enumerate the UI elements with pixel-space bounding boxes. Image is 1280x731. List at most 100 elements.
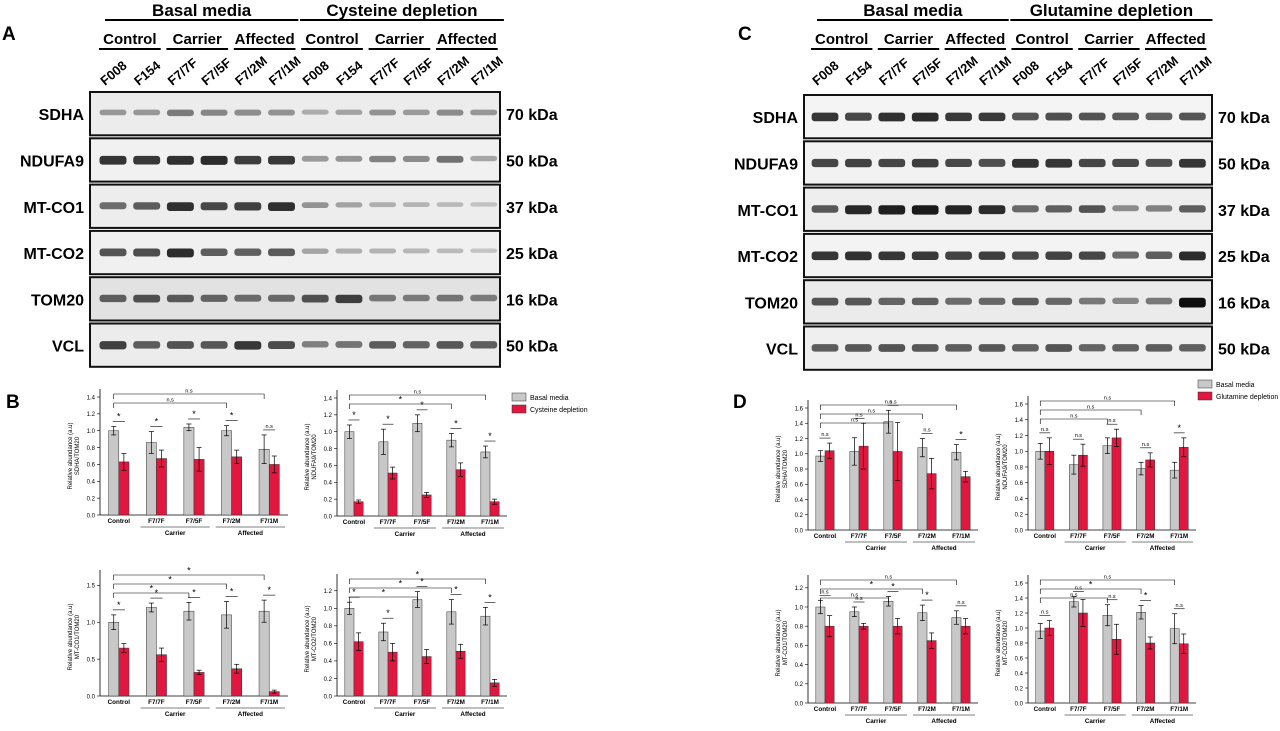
protein-band [166,341,194,349]
significance-marker: * [488,431,492,441]
category-label: F7/7F [1070,533,1087,540]
category-label: Control [814,706,837,713]
blot-strip [89,91,501,137]
blot-strip [803,232,1213,279]
kda-label: 25 kDa [1218,249,1270,266]
protein-band [402,202,430,208]
kda-label: 50 kDa [1218,156,1270,173]
bracket-label: n.s [1070,414,1078,420]
bar-depletion [960,476,971,531]
y-axis-label: NDUFA9/TOM20 [1003,444,1009,490]
y-tick-label: 1.0 [324,607,333,613]
protein-band [878,112,906,122]
y-axis-label: Relative abundance (a.u) [776,609,782,676]
protein-band [200,294,228,302]
category-label: F7/5F [186,518,203,525]
protein-band [1045,158,1073,168]
y-tick-label: 1.6 [795,406,804,412]
group-label: Carrier [866,545,887,552]
bracket-label: n.s [1087,405,1095,411]
protein-label: NDUFA9 [734,156,798,173]
protein-band [369,294,397,302]
lane-label: F008 [299,58,331,89]
protein-band [301,294,329,303]
protein-band [335,109,363,115]
bar-chart: 0.0 0.2 0.4 0.6 0.8 1.0 1.2 Relative abundance … [776,575,978,725]
panel-letter-d: D [733,392,747,413]
significance-marker: n.s [266,424,274,430]
protein-band [470,155,498,162]
protein-label: TOM20 [745,295,798,312]
protein-band [166,155,194,165]
significance-marker: * [420,577,424,587]
comparison-bracket [1039,409,1142,415]
bar-basal-media [1169,469,1180,531]
lane-label: F7/5F [909,55,945,88]
protein-band [99,202,127,210]
bar-basal-media [412,599,423,697]
protein-band [1078,205,1106,213]
protein-band [845,158,872,168]
category-label: Control [343,699,366,706]
group-label: Affected [1150,718,1175,725]
y-tick-label: 0.4 [324,481,333,487]
protein-band [369,155,397,163]
protein-band [301,109,329,115]
protein-label: MT-CO1 [24,200,85,217]
bar-chart: 0.0 0.2 0.4 0.6 0.8 1.0 1.2 1.4 1.6 Relative abun… [996,575,1196,725]
protein-band [402,294,430,302]
y-tick-label: 1.0 [324,430,333,436]
protein-band [878,344,906,352]
bar-depletion [1044,627,1055,704]
protein-band [335,155,363,162]
bar-chart: 0.0 0.5 1.0 1.5 Relative abundance (a.u) MT-C… [68,566,288,718]
kda-label: 25 kDa [506,246,558,263]
significance-marker: n.s [855,596,863,602]
bar-basal-media [378,631,389,697]
subgroup-label: Control [1015,31,1068,48]
bar-basal-media [1035,630,1046,704]
bar-basal-media [815,455,826,531]
significance-marker: n.s [1041,427,1049,433]
comparison-bracket [820,597,889,603]
bar-basal-media [221,430,232,516]
protein-label: VCL [52,339,84,356]
lane-label: F7/5F [401,55,437,88]
lane-label: F7/5F [198,55,234,88]
protein-band [945,251,972,260]
protein-band [402,109,430,116]
y-tick-label: 0.0 [324,514,333,520]
protein-band [166,294,194,303]
y-tick-label: 1.0 [795,452,804,458]
significance-marker: n.s [1075,586,1083,592]
y-tick-label: 0.4 [1015,671,1024,677]
bracket-label: n.s [885,400,893,406]
y-tick-label: 0.0 [1015,701,1024,707]
category-label: F7/7F [380,519,397,526]
significance-marker: * [267,585,271,595]
category-label: F7/2M [223,518,241,525]
category-label: F7/7F [851,533,868,540]
significance-marker: * [155,417,159,427]
bar-basal-media [1136,612,1146,704]
bracket-label: n.s [185,389,193,395]
bar-depletion [926,640,937,704]
y-tick-label: 0.6 [1015,481,1024,487]
y-axis-label: SDHA/TOM20 [75,436,81,475]
y-tick-label: 0.2 [795,682,804,688]
protein-band [402,155,430,162]
protein-band [945,205,972,215]
significance-marker: * [1177,423,1181,433]
y-tick-label: 0.0 [1015,528,1024,534]
category-label: F7/1M [952,533,970,540]
protein-band [845,112,872,121]
bracket-label: n.s [885,575,893,581]
significance-marker: n.s [923,428,931,434]
bar-basal-media [108,430,120,516]
y-axis-label: MT-CO2/TOM20 [312,616,318,661]
legend: Basal media Glutamine depletion [1197,379,1278,401]
protein-band [301,155,329,162]
comparison-bracket [1039,400,1175,406]
bar-depletion [231,456,243,516]
